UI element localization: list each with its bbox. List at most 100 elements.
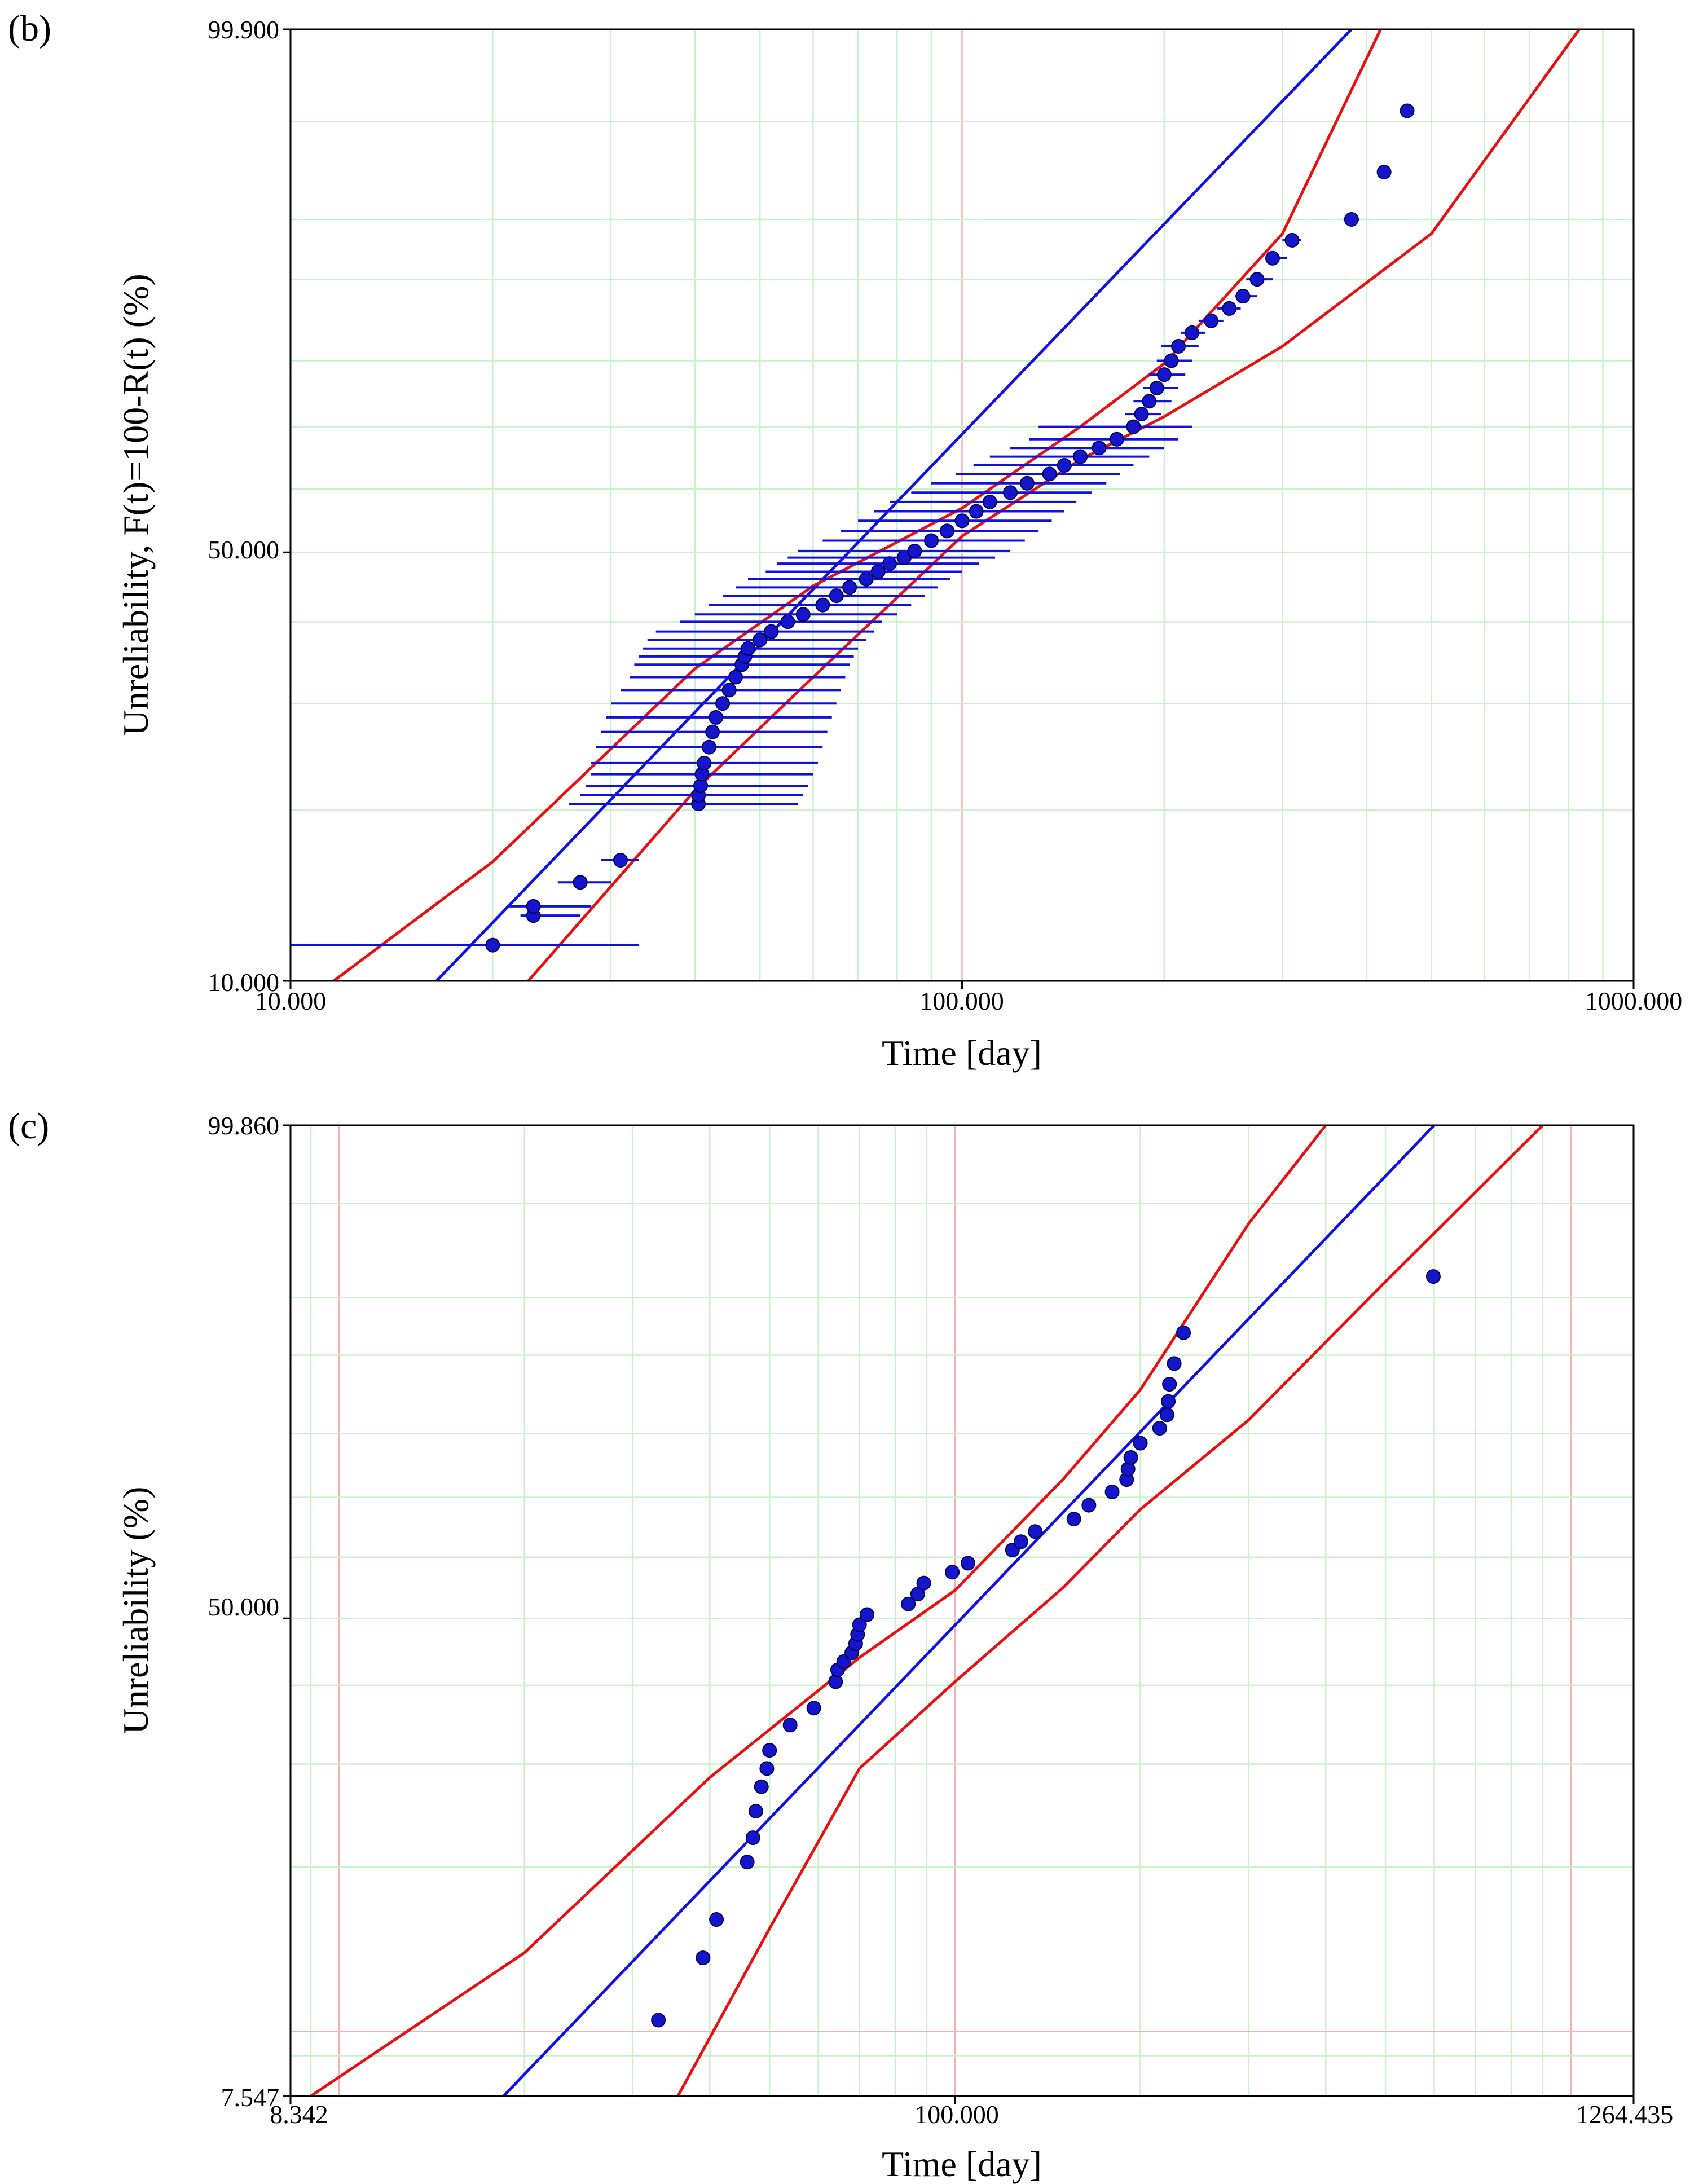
data-point bbox=[1042, 466, 1057, 482]
data-point bbox=[1222, 301, 1237, 316]
data-point bbox=[754, 1779, 769, 1794]
lower-bound-curve bbox=[527, 28, 1581, 982]
data-point bbox=[907, 543, 922, 558]
panel-b-ytick-top: 99.900 bbox=[208, 15, 280, 44]
data-point bbox=[1123, 1450, 1138, 1465]
data-point bbox=[916, 1575, 931, 1591]
data-point bbox=[1073, 449, 1088, 464]
panel-c-plot-frame bbox=[289, 1124, 1635, 2097]
data-point bbox=[1204, 313, 1219, 328]
data-point bbox=[764, 624, 779, 639]
data-point bbox=[960, 1556, 975, 1571]
panel-c-ytick-top: 99.860 bbox=[208, 1111, 280, 1140]
data-point bbox=[1376, 164, 1392, 179]
data-point bbox=[740, 1855, 755, 1870]
data-point bbox=[982, 494, 997, 509]
data-point bbox=[753, 632, 768, 648]
data-point bbox=[1162, 1376, 1177, 1392]
data-point bbox=[696, 1950, 711, 1966]
panel-b-xtick-right: 1000.000 bbox=[1585, 987, 1683, 1015]
panel-c-ytick-mid: 50.000 bbox=[208, 1592, 280, 1621]
panel-c: (c) 99.860 50.000 7.547 8.342 100.000 12… bbox=[8, 1106, 1673, 2184]
data-point bbox=[613, 852, 628, 868]
data-point bbox=[945, 1565, 960, 1580]
data-point bbox=[1161, 1394, 1176, 1409]
upper-bound-curve bbox=[310, 1124, 1327, 2098]
data-point bbox=[651, 2013, 666, 2028]
data-point bbox=[860, 1607, 875, 1622]
data-point bbox=[573, 875, 588, 890]
panel-b-points bbox=[291, 103, 1415, 953]
data-point bbox=[697, 755, 712, 770]
panel-b-y-axis-label: Unreliability, F(t)=100-R(t) (%) bbox=[116, 274, 156, 736]
data-point bbox=[1249, 272, 1265, 287]
data-point bbox=[1171, 338, 1186, 354]
panel-b-xtick-left: 10.000 bbox=[255, 987, 327, 1015]
data-point bbox=[1142, 394, 1157, 409]
data-point bbox=[1003, 485, 1018, 500]
data-point bbox=[939, 523, 954, 539]
data-point bbox=[1028, 1524, 1043, 1539]
data-point bbox=[910, 1587, 925, 1602]
panel-c-xtick-left: 8.342 bbox=[270, 2100, 328, 2129]
data-point bbox=[1176, 1325, 1191, 1340]
data-point bbox=[806, 1701, 821, 1716]
data-point bbox=[1126, 419, 1141, 434]
data-point bbox=[1152, 1421, 1167, 1436]
panel-b: (b) 99.900 50.000 10.000 10.000 100.000 … bbox=[8, 8, 1682, 1073]
data-point bbox=[1133, 1436, 1148, 1451]
data-point bbox=[829, 588, 844, 604]
data-point bbox=[741, 641, 756, 656]
fit-line bbox=[435, 28, 1353, 982]
data-point bbox=[759, 1761, 775, 1776]
data-point bbox=[721, 682, 737, 698]
data-point bbox=[954, 513, 970, 529]
panel-c-x-axis-label: Time [day] bbox=[882, 2144, 1042, 2184]
data-point bbox=[728, 670, 743, 685]
data-point bbox=[1167, 1356, 1182, 1371]
data-point bbox=[1235, 289, 1251, 304]
data-point bbox=[1013, 1534, 1028, 1549]
panel-b-ytick-bottom: 10.000 bbox=[208, 968, 280, 997]
data-point bbox=[901, 1596, 916, 1611]
panel-c-label: (c) bbox=[8, 1106, 49, 1147]
data-point bbox=[815, 597, 830, 613]
data-point bbox=[780, 614, 795, 629]
data-point bbox=[1066, 1512, 1081, 1527]
data-point bbox=[795, 607, 811, 622]
panel-b-curves bbox=[333, 28, 1581, 982]
data-point bbox=[1156, 367, 1172, 382]
data-point bbox=[1185, 325, 1200, 340]
data-point bbox=[1265, 250, 1280, 266]
fit-line bbox=[502, 1124, 1436, 2097]
data-point bbox=[705, 724, 720, 739]
data-point bbox=[745, 1830, 760, 1846]
data-point bbox=[852, 1617, 867, 1632]
panel-b-label: (b) bbox=[8, 8, 51, 49]
data-point bbox=[701, 739, 716, 755]
panel-b-grid bbox=[291, 29, 1634, 981]
data-point bbox=[709, 1912, 724, 1927]
data-point bbox=[1134, 407, 1149, 422]
panel-b-ticks bbox=[283, 28, 1635, 989]
panel-c-grid bbox=[291, 1125, 1634, 2096]
upper-bound-curve bbox=[333, 28, 1382, 982]
data-point bbox=[1425, 1269, 1441, 1284]
data-point bbox=[748, 1804, 763, 1819]
data-point bbox=[1149, 380, 1164, 395]
data-point bbox=[1400, 103, 1415, 118]
data-point bbox=[1109, 431, 1124, 447]
panel-c-ticks bbox=[283, 1124, 1635, 2104]
data-point bbox=[828, 1674, 843, 1689]
data-point bbox=[1159, 1407, 1174, 1423]
data-point bbox=[1057, 457, 1072, 473]
data-point bbox=[1164, 353, 1179, 368]
data-point bbox=[882, 556, 897, 571]
data-point bbox=[782, 1718, 798, 1733]
data-point bbox=[969, 504, 984, 519]
data-point bbox=[1284, 232, 1300, 248]
panel-b-ytick-mid: 50.000 bbox=[208, 535, 280, 564]
data-point bbox=[1104, 1484, 1120, 1499]
panel-c-ytick-bottom: 7.547 bbox=[221, 2083, 280, 2112]
